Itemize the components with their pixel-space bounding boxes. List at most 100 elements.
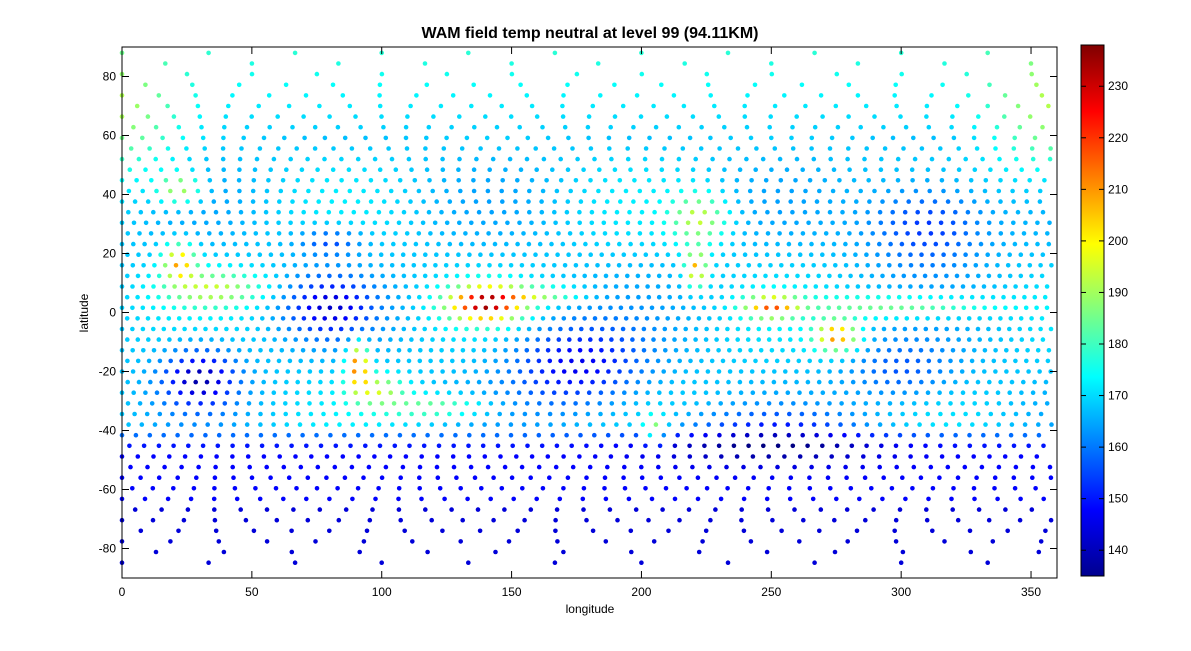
data-point [208,316,213,321]
data-point [153,124,159,130]
data-point [584,475,589,481]
data-point [478,146,483,151]
data-point [969,294,975,300]
data-point [635,379,641,385]
data-point [507,156,513,162]
data-point [756,337,761,342]
data-point [742,114,748,119]
data-point [125,401,131,406]
data-point [998,178,1003,183]
data-point [719,231,724,236]
data-point [787,496,793,502]
data-point [811,263,816,268]
data-point [211,358,217,364]
x-tick-label: 150 [502,585,522,599]
data-point [812,124,818,130]
data-point [439,432,444,438]
data-point [775,188,781,194]
x-tick-label: 250 [761,585,781,599]
data-point [972,401,977,406]
data-point [527,188,532,194]
data-point [561,454,566,459]
data-point [1003,209,1008,215]
data-point [1039,273,1045,279]
data-point [178,390,183,396]
data-point [680,390,685,396]
data-point [904,358,910,364]
data-point [630,337,635,342]
data-point [309,454,314,459]
data-point [1042,294,1048,300]
data-point [635,273,641,279]
data-point [882,231,887,236]
x-tick-label: 0 [119,585,126,599]
data-point [245,411,251,417]
data-point [325,263,330,268]
data-point [540,486,546,491]
data-point [379,241,385,247]
data-point [609,337,614,342]
data-point [885,379,890,385]
data-point [261,454,267,459]
data-point [625,146,630,151]
data-point [692,390,697,396]
data-point [603,496,609,502]
data-point [912,411,918,417]
data-point [412,178,418,183]
data-point [1021,231,1027,236]
data-point [346,337,351,342]
data-point [782,294,787,300]
data-point [141,263,146,268]
data-point [865,209,870,215]
data-point [944,273,949,279]
data-point [822,263,827,268]
data-point [343,401,349,406]
data-point [292,263,298,268]
data-point [623,411,628,417]
data-point [865,241,871,247]
data-point [504,305,509,311]
data-point [1003,167,1009,172]
data-point [811,316,816,321]
data-point [152,369,158,374]
data-point [644,316,650,321]
data-point [270,411,276,417]
data-point [374,358,379,364]
data-point [398,337,404,342]
data-point [147,252,152,257]
data-point [995,263,1000,268]
data-point [283,82,289,88]
data-point [220,273,226,279]
data-point [622,464,627,470]
data-point [515,358,520,364]
data-point [416,401,421,406]
data-point [324,178,330,183]
data-point [556,337,562,342]
data-point [487,263,492,268]
data-point [587,422,593,427]
data-point [1023,284,1029,289]
data-point [292,50,298,56]
data-point [676,124,682,130]
data-point [300,231,305,236]
data-point [909,305,915,311]
data-point [742,231,747,236]
data-point [675,432,680,438]
data-point [860,369,865,374]
data-point [897,263,903,268]
data-point [795,305,800,311]
data-point [865,294,871,300]
data-point [1047,156,1053,162]
data-point [724,411,729,417]
data-point [866,178,871,183]
data-point [442,496,447,502]
data-point [812,231,817,236]
data-point [558,156,563,162]
data-point [214,454,219,459]
data-point [540,390,545,396]
data-point [990,241,995,247]
data-point [539,209,545,215]
data-point [348,305,353,311]
data-point [672,337,677,342]
y-tick-label: -60 [99,483,117,497]
